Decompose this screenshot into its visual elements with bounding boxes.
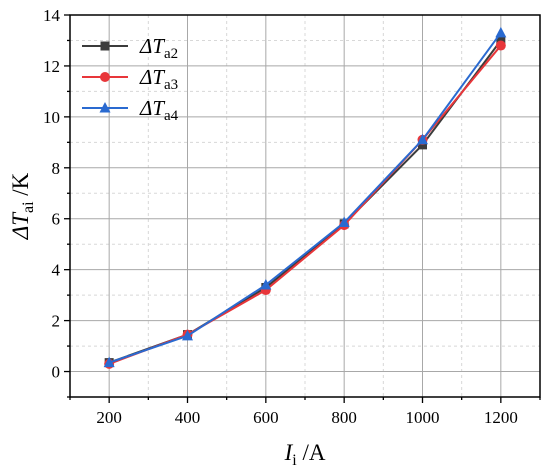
data-point-a4 <box>495 26 507 38</box>
x-tick-label: 800 <box>331 408 357 427</box>
data-point-a4 <box>103 356 115 368</box>
y-tick-label: 0 <box>52 363 61 382</box>
y-tick-label: 2 <box>52 312 61 331</box>
legend-marker <box>100 72 110 82</box>
series-a4 <box>103 26 507 368</box>
legend-marker <box>99 102 111 113</box>
legend-label: ΔTa4 <box>139 96 179 124</box>
legend-item-a4: ΔTa4 <box>82 96 179 124</box>
data-point-a2 <box>496 35 506 45</box>
y-tick-label: 10 <box>43 108 60 127</box>
data-point-a3 <box>495 40 506 51</box>
y-tick-label: 8 <box>52 159 61 178</box>
y-axis-label: ΔTai /K <box>8 172 37 240</box>
y-tick-label: 12 <box>43 57 60 76</box>
data-point-a4 <box>417 133 428 145</box>
y-tick-label: 6 <box>52 210 61 229</box>
legend-marker <box>100 41 110 51</box>
legend: ΔTa2 ΔTa3 ΔTa4 <box>82 34 179 124</box>
tick-labels: 200 400 600 800 1000 1200 0 2 4 6 8 10 12 14 <box>43 6 518 427</box>
legend-label: ΔTa3 <box>139 65 178 93</box>
x-tick-label: 200 <box>96 408 122 427</box>
y-tick-label: 14 <box>43 6 61 25</box>
x-tick-label: 400 <box>175 408 201 427</box>
data-point-a4 <box>182 329 193 341</box>
x-tick-label: 1000 <box>406 408 440 427</box>
x-tick-label: 600 <box>253 408 279 427</box>
legend-item-a2: ΔTa2 <box>82 34 178 62</box>
ticks <box>64 14 541 403</box>
data-point-a4 <box>260 278 272 290</box>
legend-label: ΔTa2 <box>139 34 178 62</box>
y-tick-label: 4 <box>52 261 61 280</box>
legend-item-a3: ΔTa3 <box>82 65 178 93</box>
x-tick-label: 1200 <box>484 408 518 427</box>
data-point-a2 <box>418 140 427 150</box>
data-point-a4 <box>338 216 350 228</box>
series-line-a4 <box>108 32 502 364</box>
series-layer <box>103 26 507 369</box>
x-axis-label: Ii /A <box>284 440 326 469</box>
